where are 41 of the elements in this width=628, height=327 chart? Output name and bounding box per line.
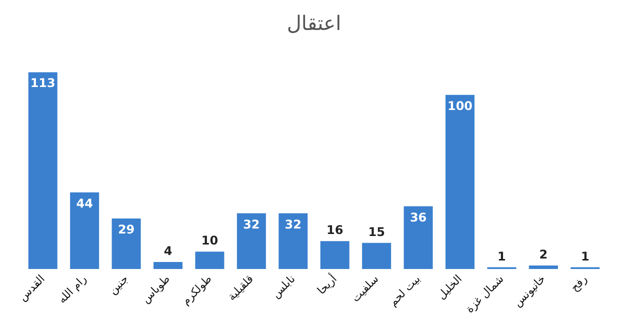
data-label: 1: [498, 249, 506, 264]
data-label: 1: [580, 249, 590, 264]
x-tick-label: القدس: [16, 272, 48, 304]
data-label: 32: [284, 217, 302, 232]
bar: [528, 266, 558, 269]
x-tick-label: شمال غزة: [463, 272, 506, 316]
bar: [236, 213, 266, 269]
x-tick-label: طوباس: [139, 272, 173, 306]
data-label: 4: [164, 244, 172, 258]
data-label: 113: [30, 76, 56, 90]
x-tick-label: طولكرم: [179, 272, 214, 308]
x-tick-label: الخليل: [435, 272, 465, 302]
x-tick-label: قلقيلية: [225, 272, 256, 304]
bar: [195, 252, 224, 269]
x-tick-label: جنين: [106, 272, 131, 297]
bar: [70, 192, 100, 269]
data-label: 16: [326, 223, 344, 238]
bar: [362, 242, 392, 269]
bar: [320, 241, 350, 269]
bar: [154, 262, 182, 269]
bar: [112, 218, 141, 269]
bar: [278, 213, 308, 269]
data-label: 44: [76, 196, 93, 210]
x-tick-label: رام الله: [56, 272, 90, 306]
x-tick-label: أريحا: [314, 272, 340, 298]
x-tick-label: خانيونس: [511, 272, 548, 310]
data-label: 36: [410, 210, 427, 224]
x-tick-label: رفح: [568, 272, 590, 294]
data-label: 32: [243, 217, 260, 232]
bar: [404, 206, 433, 269]
data-label: 10: [201, 234, 218, 248]
chart-title: اعتقال: [286, 11, 342, 35]
x-tick-label: نابلس: [269, 272, 298, 301]
bar: [28, 72, 58, 269]
data-label: 2: [539, 248, 548, 262]
bar: [446, 94, 474, 269]
data-label: 100: [447, 98, 473, 113]
x-tick-label: بيت لحم: [386, 272, 423, 309]
data-label: 15: [368, 224, 385, 239]
data-label: 29: [118, 222, 135, 236]
x-tick-label: سلفيت: [348, 272, 382, 305]
